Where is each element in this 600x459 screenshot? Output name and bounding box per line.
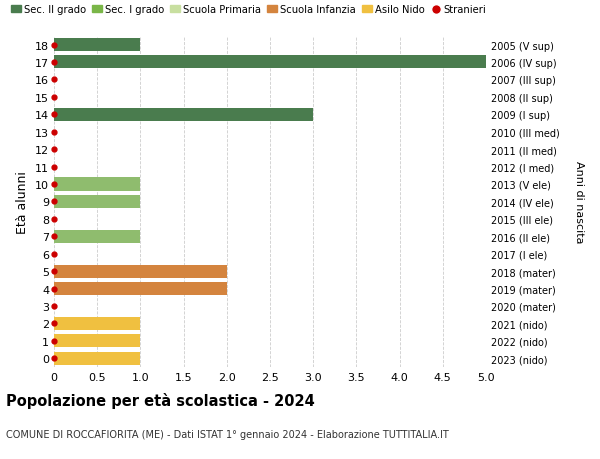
Bar xyxy=(54,317,140,330)
Bar xyxy=(54,352,140,365)
Bar xyxy=(54,265,227,278)
Text: COMUNE DI ROCCAFIORITA (ME) - Dati ISTAT 1° gennaio 2024 - Elaborazione TUTTITAL: COMUNE DI ROCCAFIORITA (ME) - Dati ISTAT… xyxy=(6,429,449,439)
Bar xyxy=(54,56,486,69)
Bar xyxy=(54,282,227,296)
Bar xyxy=(54,230,140,243)
Bar xyxy=(54,335,140,347)
Bar xyxy=(54,39,140,52)
Bar xyxy=(54,178,140,191)
Legend: Sec. II grado, Sec. I grado, Scuola Primaria, Scuola Infanzia, Asilo Nido, Stran: Sec. II grado, Sec. I grado, Scuola Prim… xyxy=(11,5,487,15)
Bar xyxy=(54,108,313,122)
Bar xyxy=(54,196,140,208)
Y-axis label: Età alunni: Età alunni xyxy=(16,171,29,233)
Y-axis label: Anni di nascita: Anni di nascita xyxy=(574,161,584,243)
Text: Popolazione per età scolastica - 2024: Popolazione per età scolastica - 2024 xyxy=(6,392,315,409)
